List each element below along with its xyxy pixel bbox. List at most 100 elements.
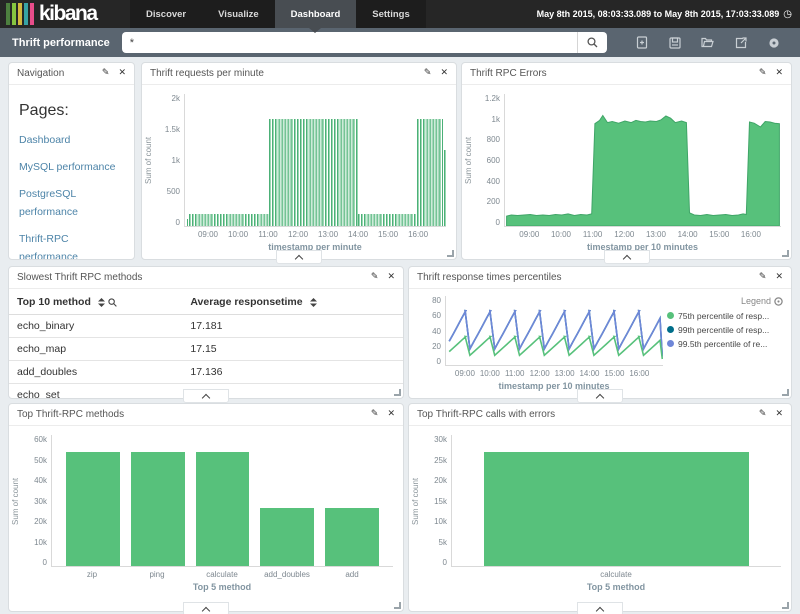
requests-bar-segment[interactable]: [443, 150, 446, 226]
x-axis-ticks: 09:00 10:00 11:00 12:00 13:00 14:00 15:00 16:00: [197, 230, 429, 239]
legend-toggle[interactable]: Legend: [667, 296, 783, 306]
save-dashboard-button[interactable]: [658, 32, 691, 53]
save-icon: [668, 36, 681, 49]
edit-panel-icon[interactable]: ✎: [758, 272, 767, 282]
top-methods-chart-body: Sum of count 60k 50k 40k 30k 20k 10k 0 zip ping…: [9, 427, 403, 611]
resize-handle[interactable]: [782, 250, 789, 257]
search-column-icon[interactable]: [108, 298, 117, 307]
legend-color-dot: [667, 312, 674, 319]
x-axis-ticks: 09:00 10:00 11:00 12:00 13:00 14:00 15:00 16:00: [519, 230, 761, 239]
collapse-panel-button[interactable]: [577, 389, 623, 403]
search-button[interactable]: [577, 32, 607, 53]
search-group: [121, 32, 607, 53]
new-document-icon: [636, 36, 647, 49]
requests-bar-segment[interactable]: [268, 119, 359, 226]
collapse-panel-button[interactable]: [603, 250, 650, 264]
dashboard-title: Thrift performance: [12, 36, 110, 49]
close-panel-icon[interactable]: ✕: [775, 272, 783, 282]
kibana-logo-stripes: [6, 3, 34, 25]
legend-color-dot: [667, 340, 674, 347]
x-axis-label: timestamp per 10 minutes: [586, 242, 699, 252]
close-panel-icon[interactable]: ✕: [775, 409, 783, 419]
x-axis-ticks: 09:00 10:00 11:00 12:00 13:00 14:00 15:00 16:00: [454, 369, 650, 378]
resize-handle[interactable]: [447, 250, 454, 257]
x-axis-label: timestamp per minute: [268, 242, 362, 252]
resize-handle[interactable]: [394, 602, 401, 609]
nav-link-dashboard[interactable]: Dashboard: [19, 134, 71, 146]
close-panel-icon[interactable]: ✕: [387, 272, 395, 282]
legend-item[interactable]: 75th percentile of resp...: [667, 311, 783, 321]
nav-link-postgresql-performance[interactable]: PostgreSQL performance: [19, 188, 78, 218]
bar-calculate[interactable]: [484, 452, 749, 566]
new-dashboard-button[interactable]: [625, 32, 658, 53]
chart-legend: Legend 75th percentile of resp... 99th pe…: [663, 296, 791, 394]
panel-top-methods-header: Top Thrift-RPC methods ✎ ✕: [9, 404, 403, 426]
bar-ping[interactable]: [130, 452, 185, 566]
edit-panel-icon[interactable]: ✎: [370, 272, 379, 282]
resize-handle[interactable]: [782, 389, 789, 396]
nav-link-mysql-performance[interactable]: MySQL performance: [19, 161, 116, 173]
column-header-responsetime[interactable]: Average responsetime: [182, 290, 403, 315]
chevron-up-icon: [294, 254, 304, 263]
chevron-up-icon: [595, 393, 605, 402]
filter-options-button[interactable]: [757, 32, 790, 53]
table-row: echo_binary 17.181: [9, 314, 403, 338]
time-range-picker[interactable]: May 8th 2015, 08:03:33.089 to May 8th 20…: [537, 0, 800, 28]
requests-bar-segment[interactable]: [417, 119, 443, 226]
requests-bar-segment[interactable]: [188, 214, 269, 226]
requests-bar-segment[interactable]: [358, 214, 417, 226]
percentiles-line-plot[interactable]: [445, 296, 663, 366]
resize-handle[interactable]: [782, 602, 789, 609]
clock-icon: ◷: [783, 8, 792, 20]
share-dashboard-button[interactable]: [724, 32, 757, 53]
collapse-panel-button[interactable]: [276, 250, 322, 264]
x-axis-category-labels: calculate: [600, 570, 632, 579]
y-axis-ticks: 2k 1.5k 1k 500 0: [164, 94, 180, 227]
kibana-logo[interactable]: kibana: [0, 0, 130, 28]
panel-title: Thrift RPC Errors: [470, 68, 547, 79]
table-row: add_doubles 17.136: [9, 360, 403, 384]
edit-panel-icon[interactable]: ✎: [758, 409, 767, 419]
legend-item[interactable]: 99.5th percentile of re...: [667, 339, 783, 349]
close-panel-icon[interactable]: ✕: [118, 68, 126, 78]
edit-panel-icon[interactable]: ✎: [370, 409, 379, 419]
bar-add[interactable]: [325, 508, 379, 566]
collapse-panel-button[interactable]: [183, 389, 229, 403]
tab-discover[interactable]: Discover: [146, 8, 187, 20]
percentiles-chart-body: 80 60 40 20 0 09:00 10:00 11:00 12:00 13:00 14:00…: [409, 290, 791, 398]
collapse-panel-button[interactable]: [183, 602, 229, 614]
sort-icon: [309, 297, 317, 307]
panel-response-percentiles-header: Thrift response times percentiles ✎ ✕: [409, 267, 791, 289]
bar-calculate[interactable]: [195, 452, 250, 566]
panel-title: Top Thrift-RPC methods: [17, 409, 125, 420]
tab-dashboard[interactable]: Dashboard: [274, 0, 357, 28]
nav-link-thrift-rpc-performance[interactable]: Thrift-RPC performance: [19, 233, 78, 259]
close-panel-icon[interactable]: ✕: [440, 68, 448, 78]
tab-visualize[interactable]: Visualize: [218, 8, 259, 20]
panel-title: Thrift requests per minute: [150, 68, 264, 79]
y-axis-ticks: 1.2k 1k 800 600 400 200 0: [484, 94, 500, 227]
edit-panel-icon[interactable]: ✎: [758, 68, 767, 78]
edit-panel-icon[interactable]: ✎: [101, 68, 110, 78]
bar-zip[interactable]: [66, 451, 120, 566]
load-dashboard-button[interactable]: [691, 32, 724, 53]
bar-add_doubles[interactable]: [260, 508, 315, 566]
query-input[interactable]: [121, 32, 577, 53]
resize-handle[interactable]: [394, 389, 401, 396]
edit-panel-icon[interactable]: ✎: [423, 68, 432, 78]
close-panel-icon[interactable]: ✕: [387, 409, 395, 419]
legend-item[interactable]: 99th percentile of resp...: [667, 325, 783, 335]
collapse-panel-button[interactable]: [577, 602, 623, 614]
requests-bar-plot[interactable]: [184, 94, 446, 227]
column-header-method[interactable]: Top 10 method: [9, 290, 183, 315]
requests-bar-segment[interactable]: [186, 219, 189, 226]
chevron-up-icon: [201, 606, 211, 614]
tab-settings[interactable]: Settings: [372, 8, 410, 20]
close-panel-icon[interactable]: ✕: [775, 68, 783, 78]
legend-gear-icon: [774, 296, 783, 306]
x-axis-label: Top 5 method: [192, 582, 252, 592]
errors-area-plot[interactable]: [504, 94, 781, 227]
panel-top-errors: Top Thrift-RPC calls with errors ✎ ✕ Sum…: [408, 403, 792, 614]
options-circle-icon: [768, 37, 779, 48]
open-folder-icon: [701, 37, 714, 48]
